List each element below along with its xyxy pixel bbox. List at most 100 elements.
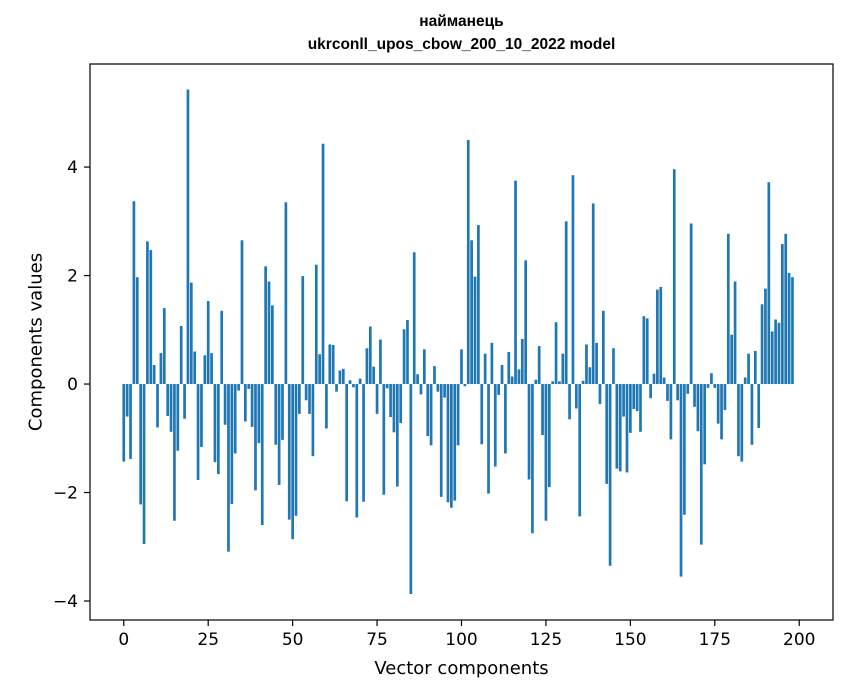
bar (139, 384, 143, 505)
bar (206, 301, 210, 385)
bar (169, 384, 173, 432)
bar (659, 286, 663, 385)
bar (429, 384, 433, 446)
bar (696, 384, 700, 432)
bar (453, 384, 457, 501)
bar (233, 384, 237, 454)
bar (176, 384, 180, 451)
bar (321, 143, 325, 385)
bar (389, 384, 392, 418)
x-axis-label: Vector components (374, 658, 549, 679)
bar (375, 384, 379, 414)
bar (227, 384, 230, 552)
bar (460, 349, 463, 385)
bar (122, 384, 126, 462)
bar (490, 342, 494, 385)
bar (618, 384, 622, 472)
bar (210, 353, 213, 385)
bar (301, 276, 305, 385)
bar (338, 370, 342, 385)
bar (355, 384, 359, 518)
bar (277, 384, 281, 485)
bar (699, 384, 703, 545)
bar (693, 384, 696, 407)
bar (267, 281, 271, 385)
bar (730, 334, 734, 385)
bar (331, 344, 335, 385)
bar (571, 175, 575, 385)
bar (551, 381, 555, 385)
bar (156, 384, 159, 428)
bar (250, 384, 254, 427)
bar (254, 384, 257, 491)
bar (443, 384, 446, 398)
bar (740, 384, 744, 462)
bar (146, 241, 149, 385)
bar (625, 384, 629, 473)
bar (477, 225, 480, 385)
bar (770, 331, 774, 385)
bar (774, 319, 777, 385)
bar (395, 384, 399, 487)
bar (517, 369, 521, 385)
x-axis-ticks: 0 25 50 75 100 125 150 175 200 (118, 620, 815, 650)
bar (125, 384, 129, 417)
bar (385, 384, 389, 389)
x-tick-label: 0 (118, 630, 129, 650)
bar (173, 384, 176, 521)
x-tick-label: 200 (783, 630, 815, 650)
bar (274, 384, 278, 445)
bar (608, 384, 612, 566)
bar (578, 384, 582, 517)
y-tick-label: 0 (67, 375, 78, 395)
bar (645, 318, 649, 385)
bar (335, 384, 338, 392)
bar (777, 322, 781, 385)
bar (358, 378, 362, 385)
bar (345, 384, 349, 502)
bar (311, 384, 315, 457)
bar (649, 384, 652, 399)
bar (537, 346, 541, 385)
bar (470, 240, 473, 385)
bar (271, 305, 274, 385)
bar (439, 384, 443, 497)
bar (544, 384, 548, 521)
bar (605, 384, 609, 484)
bar (676, 384, 679, 401)
bar (615, 384, 619, 469)
bar (433, 366, 436, 385)
bar (504, 384, 507, 454)
bar (196, 384, 200, 481)
bar (510, 376, 514, 385)
bar (595, 342, 598, 385)
bar (635, 384, 639, 412)
bar (416, 374, 419, 385)
bar (683, 384, 686, 515)
bar (487, 384, 490, 494)
bar (767, 182, 771, 385)
bar (291, 384, 294, 540)
bar (473, 276, 477, 385)
bar (564, 221, 568, 385)
bar (500, 365, 504, 385)
chart-subtitle: ukrconll_upos_cbow_200_10_2022 model (307, 36, 616, 53)
bar (325, 384, 328, 429)
bar (456, 384, 460, 446)
bar (703, 384, 707, 465)
bar (531, 384, 534, 534)
bar (726, 233, 730, 385)
bar (652, 373, 656, 385)
bar (463, 384, 467, 387)
bar (483, 353, 487, 385)
bar (318, 354, 321, 385)
bar (716, 384, 720, 424)
bar (409, 384, 413, 594)
bar (497, 384, 500, 395)
bar (406, 320, 409, 385)
bar (223, 384, 227, 425)
bar (247, 384, 251, 389)
bar (281, 384, 284, 440)
bar (760, 304, 764, 385)
